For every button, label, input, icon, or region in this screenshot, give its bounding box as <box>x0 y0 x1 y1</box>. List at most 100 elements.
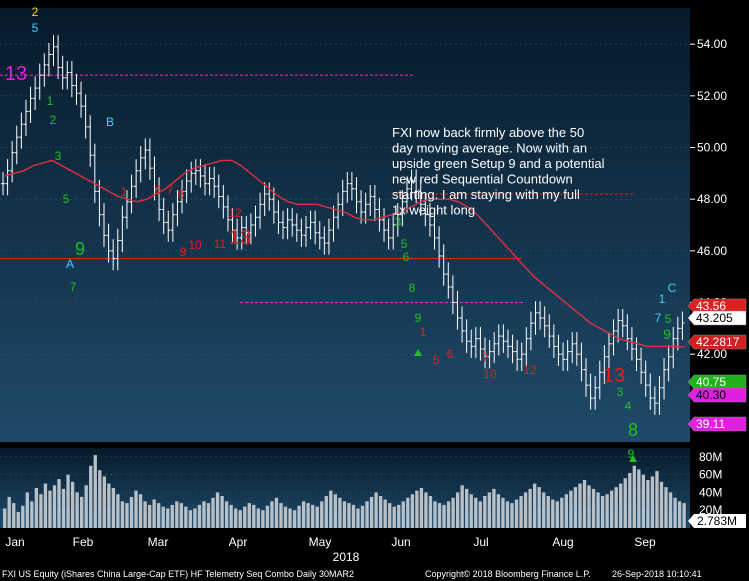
price-tag <box>687 374 747 390</box>
volume-bar <box>356 508 360 528</box>
volume-bar <box>365 501 369 528</box>
volume-bar <box>188 510 193 528</box>
volume-bar <box>397 504 401 528</box>
year-label: 2018 <box>333 550 360 564</box>
volume-bar <box>48 490 52 528</box>
td-count-label: 7 <box>70 280 77 294</box>
td-count-label: 8 <box>628 420 638 440</box>
volume-bar <box>668 492 673 528</box>
volume-bar <box>455 492 460 528</box>
volume-bar <box>161 506 165 528</box>
volume-bar <box>519 496 523 528</box>
volume-bar <box>7 496 11 528</box>
volume-bar <box>510 503 514 528</box>
volume-bar <box>256 508 260 528</box>
volume-bar <box>460 485 464 528</box>
volume-bar <box>551 499 555 528</box>
volume-bar <box>274 497 279 528</box>
td-count-label: 6 <box>155 183 162 197</box>
td-count-label: A <box>66 257 74 271</box>
volume-bar <box>80 496 84 528</box>
td-count-label: 6 <box>403 250 410 264</box>
volume-bar <box>129 496 134 528</box>
volume-bar <box>351 504 356 528</box>
volume-bar <box>673 497 677 528</box>
td-count-label: 1 <box>121 185 128 199</box>
volume-bar <box>605 494 609 528</box>
volume-bar <box>465 488 469 528</box>
volume-bar <box>98 470 102 528</box>
volume-bar <box>614 487 618 528</box>
volume-bar <box>138 494 143 528</box>
volume-bar <box>338 497 342 528</box>
volume-bar <box>120 501 125 528</box>
td-count-label: 7 <box>167 183 174 197</box>
volume-bar <box>388 503 392 528</box>
volume-bar <box>564 494 569 528</box>
buy-arrow-icon <box>629 455 637 462</box>
volume-bar <box>66 474 70 528</box>
volume-bar <box>446 501 451 528</box>
price-tick-label: 54.00 <box>697 37 727 51</box>
price-tag <box>687 387 747 403</box>
volume-bar <box>75 492 79 528</box>
footer-right: 26-Sep-2018 10:10:41 <box>612 569 702 579</box>
volume-bar <box>329 490 333 528</box>
volume-bar <box>179 503 183 528</box>
volume-bar <box>297 505 301 528</box>
volume-bar <box>229 504 233 528</box>
price-tick-label: 46.00 <box>697 244 727 258</box>
volume-bar <box>25 492 29 528</box>
volume-bar <box>61 488 66 528</box>
volume-bar <box>292 510 297 528</box>
annotation-line: day moving average. Now with an <box>392 141 587 156</box>
footer-left: FXI US Equity (iShares China Large-Cap E… <box>2 569 354 579</box>
volume-bar <box>677 501 682 528</box>
volume-bar <box>487 492 492 528</box>
volume-bar <box>265 505 270 528</box>
volume-bar <box>306 503 310 528</box>
volume-bar <box>632 465 636 528</box>
volume-bar <box>378 496 383 528</box>
td-count-label: 9 <box>415 311 422 325</box>
volume-bar <box>279 503 283 528</box>
x-tick-label: Jan <box>5 535 24 549</box>
volume-bar <box>211 497 215 528</box>
volume-bar <box>30 501 34 528</box>
td-count-label: 10 <box>188 238 202 252</box>
volume-bar <box>324 496 328 528</box>
td-count-label: 8 <box>409 281 416 295</box>
volume-bar <box>415 490 419 528</box>
x-tick-label: May <box>309 535 332 549</box>
price-tag-label: 43.205 <box>696 311 733 325</box>
volume-bar <box>659 481 664 528</box>
volume-bar <box>252 504 256 528</box>
annotation-line: 1x weight long <box>392 203 475 218</box>
price-panel-bg <box>0 8 690 442</box>
volume-bar <box>143 501 147 528</box>
td-count-label: 10 <box>483 367 497 381</box>
volume-bar <box>496 494 501 528</box>
volume-bar <box>170 504 174 528</box>
volume-bar <box>623 478 627 528</box>
volume-bar <box>220 496 224 528</box>
annotation-line: FXI now back firmly above the 50 <box>392 125 584 140</box>
volume-bar <box>478 501 482 528</box>
volume-bar <box>596 492 600 528</box>
volume-bar <box>166 508 170 528</box>
volume-bar <box>234 508 238 528</box>
volume-bar <box>21 505 25 528</box>
volume-bar <box>224 501 229 528</box>
volume-bar <box>537 487 541 528</box>
volume-tick-label: 80M <box>699 450 722 464</box>
volume-bar <box>283 506 288 528</box>
td-count-label: 11 <box>214 237 227 251</box>
volume-bar <box>197 504 202 528</box>
td-count-label: 13 <box>603 365 625 387</box>
volume-bar <box>609 490 614 528</box>
annotation-line: upside green Setup 9 and a potential <box>392 156 605 171</box>
td-count-label: 5 <box>665 312 672 326</box>
td-count-label: C <box>668 281 677 295</box>
x-tick-label: Apr <box>229 535 248 549</box>
